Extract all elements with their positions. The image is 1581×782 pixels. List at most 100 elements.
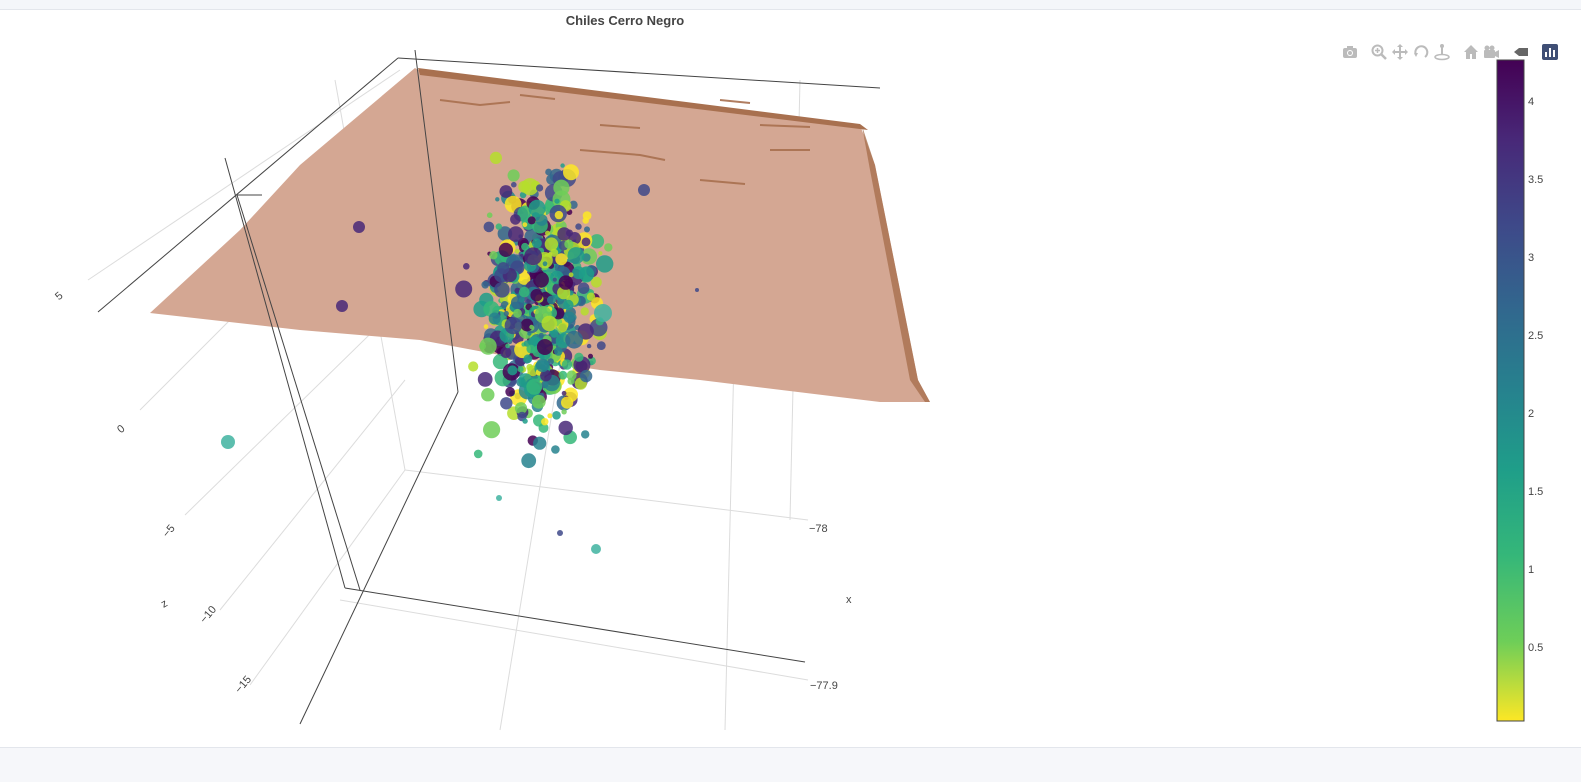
earthquake-marker[interactable]: [497, 226, 513, 241]
earthquake-marker[interactable]: [500, 397, 513, 410]
earthquake-marker[interactable]: [536, 184, 544, 192]
earthquake-marker[interactable]: [541, 315, 558, 332]
earthquake-marker[interactable]: [563, 311, 575, 323]
earthquake-marker[interactable]: [586, 343, 592, 349]
earthquake-marker[interactable]: [557, 530, 563, 536]
earthquake-marker[interactable]: [589, 234, 605, 249]
earthquake-marker[interactable]: [572, 266, 586, 280]
earthquake-marker[interactable]: [455, 280, 473, 298]
earthquake-marker[interactable]: [557, 322, 568, 333]
earthquake-marker[interactable]: [557, 227, 571, 241]
earthquake-marker[interactable]: [508, 226, 524, 242]
earthquake-marker[interactable]: [604, 243, 613, 252]
earthquake-marker[interactable]: [500, 347, 512, 358]
earthquake-marker[interactable]: [505, 387, 515, 397]
earthquake-marker[interactable]: [552, 411, 561, 420]
earthquake-marker[interactable]: [521, 242, 529, 251]
earthquake-marker[interactable]: [554, 347, 563, 356]
earthquake-marker[interactable]: [591, 544, 601, 554]
turntable-rotation-icon[interactable]: [1433, 43, 1451, 61]
earthquake-marker[interactable]: [558, 275, 573, 290]
earthquake-marker[interactable]: [514, 402, 528, 415]
earthquake-marker[interactable]: [533, 271, 549, 288]
earthquake-marker[interactable]: [535, 358, 550, 373]
earthquake-marker[interactable]: [522, 222, 528, 228]
earthquake-marker[interactable]: [519, 286, 530, 298]
earthquake-marker[interactable]: [533, 436, 547, 450]
earthquake-marker[interactable]: [561, 390, 567, 396]
earthquake-marker[interactable]: [495, 197, 500, 202]
earthquake-marker[interactable]: [483, 324, 489, 329]
earthquake-marker[interactable]: [521, 453, 537, 469]
orbit-rotation-icon[interactable]: [1412, 43, 1430, 61]
earthquake-marker[interactable]: [545, 230, 551, 236]
earthquake-marker[interactable]: [495, 223, 502, 230]
earthquake-marker[interactable]: [561, 409, 567, 415]
earthquake-marker[interactable]: [569, 200, 578, 209]
earthquake-marker[interactable]: [560, 163, 565, 168]
earthquake-marker[interactable]: [577, 282, 590, 295]
earthquake-marker[interactable]: [518, 296, 525, 303]
earthquake-marker[interactable]: [596, 255, 614, 273]
earthquake-marker[interactable]: [526, 363, 534, 371]
earthquake-marker[interactable]: [529, 324, 534, 330]
earthquake-marker[interactable]: [536, 339, 553, 355]
earthquake-marker[interactable]: [517, 366, 524, 373]
earthquake-marker[interactable]: [563, 299, 574, 311]
earthquake-marker[interactable]: [504, 317, 522, 335]
earthquake-marker[interactable]: [483, 421, 501, 439]
earthquake-marker[interactable]: [568, 272, 574, 278]
earthquake-marker[interactable]: [528, 199, 546, 217]
earthquake-marker[interactable]: [498, 242, 513, 257]
earthquake-marker[interactable]: [353, 221, 365, 233]
earthquake-marker[interactable]: [551, 445, 560, 454]
earthquake-marker[interactable]: [530, 289, 543, 302]
reset-camera-last-save-icon[interactable]: [1482, 43, 1500, 61]
earthquake-marker[interactable]: [336, 300, 348, 312]
earthquake-marker[interactable]: [594, 304, 612, 322]
earthquake-marker[interactable]: [580, 307, 589, 316]
earthquake-marker[interactable]: [527, 216, 536, 225]
earthquake-marker[interactable]: [581, 237, 591, 247]
earthquake-marker[interactable]: [521, 178, 539, 196]
zoom-icon[interactable]: [1370, 43, 1388, 61]
earthquake-marker[interactable]: [522, 418, 528, 424]
earthquake-marker[interactable]: [496, 495, 502, 501]
earthquake-marker[interactable]: [499, 185, 513, 198]
earthquake-marker[interactable]: [598, 251, 603, 256]
earthquake-marker[interactable]: [695, 288, 699, 292]
earthquake-marker[interactable]: [486, 212, 493, 218]
earthquake-marker[interactable]: [488, 312, 501, 325]
earthquake-marker[interactable]: [584, 226, 590, 233]
earthquake-marker[interactable]: [565, 330, 583, 349]
earthquake-marker[interactable]: [558, 370, 568, 380]
earthquake-marker[interactable]: [552, 277, 557, 282]
earthquake-marker[interactable]: [579, 369, 593, 383]
earthquake-marker[interactable]: [554, 198, 560, 204]
earthquake-marker[interactable]: [468, 361, 479, 372]
earthquake-marker[interactable]: [514, 248, 520, 254]
earthquake-marker[interactable]: [479, 337, 497, 355]
earthquake-marker[interactable]: [588, 353, 593, 359]
earthquake-marker[interactable]: [638, 184, 650, 196]
earthquake-marker[interactable]: [507, 169, 520, 182]
earthquake-marker[interactable]: [581, 430, 590, 439]
earthquake-marker[interactable]: [497, 262, 510, 275]
earthquake-marker[interactable]: [567, 247, 585, 265]
earthquake-marker[interactable]: [566, 370, 577, 381]
earthquake-marker[interactable]: [558, 420, 573, 436]
earthquake-marker[interactable]: [542, 261, 548, 267]
earthquake-marker[interactable]: [596, 341, 606, 350]
earthquake-marker[interactable]: [513, 308, 522, 318]
plotly-logo-icon[interactable]: [1541, 43, 1559, 61]
camera-icon[interactable]: [1341, 43, 1359, 61]
earthquake-marker[interactable]: [463, 263, 470, 270]
earthquake-marker[interactable]: [555, 253, 568, 266]
earthquake-marker[interactable]: [507, 365, 518, 376]
earthquake-marker[interactable]: [547, 358, 554, 365]
earthquake-marker[interactable]: [574, 352, 584, 362]
earthquake-marker[interactable]: [545, 168, 552, 176]
pan-icon[interactable]: [1391, 43, 1409, 61]
earthquake-marker[interactable]: [561, 396, 574, 409]
earthquake-marker[interactable]: [481, 388, 495, 402]
